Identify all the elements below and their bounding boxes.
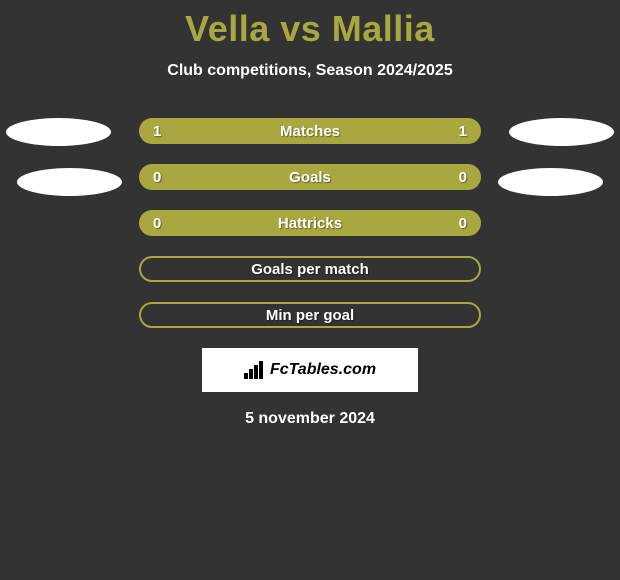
page-subtitle: Club competitions, Season 2024/2025 [0, 62, 620, 80]
stat-label: Matches [280, 123, 340, 140]
brand-text: FcTables.com [270, 361, 376, 379]
stat-label: Goals [289, 169, 331, 186]
player-left-avatar-2 [17, 168, 122, 196]
stat-left-value: 0 [153, 215, 161, 232]
stat-right-value: 0 [459, 169, 467, 186]
player-left-avatar-1 [6, 118, 111, 146]
stat-label: Goals per match [251, 261, 369, 278]
stat-right-value: 1 [459, 123, 467, 140]
stat-label: Hattricks [278, 215, 342, 232]
stat-row-min-per-goal: Min per goal [139, 302, 481, 328]
bar-chart-icon [244, 361, 266, 379]
comparison-panel: 1 Matches 1 0 Goals 0 0 Hattricks 0 Goal… [0, 118, 620, 428]
stat-row-goals-per-match: Goals per match [139, 256, 481, 282]
date-text: 5 november 2024 [0, 410, 620, 428]
player-right-avatar-1 [509, 118, 614, 146]
stat-label: Min per goal [266, 307, 354, 324]
stat-left-value: 0 [153, 169, 161, 186]
player-right-avatar-2 [498, 168, 603, 196]
stat-row-hattricks: 0 Hattricks 0 [139, 210, 481, 236]
stat-row-matches: 1 Matches 1 [139, 118, 481, 144]
brand-badge: FcTables.com [202, 348, 418, 392]
stat-row-goals: 0 Goals 0 [139, 164, 481, 190]
stat-rows: 1 Matches 1 0 Goals 0 0 Hattricks 0 Goal… [139, 118, 481, 328]
stat-right-value: 0 [459, 215, 467, 232]
page-title: Vella vs Mallia [0, 0, 620, 50]
stat-left-value: 1 [153, 123, 161, 140]
